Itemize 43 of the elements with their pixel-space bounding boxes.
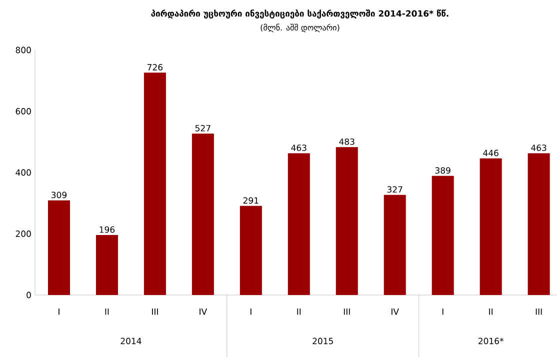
data-label: 309	[52, 192, 67, 198]
x-tick-label: III	[344, 308, 350, 315]
bar	[240, 206, 262, 295]
text: 2015	[312, 338, 333, 344]
bar	[336, 147, 358, 295]
bar	[192, 134, 214, 295]
x-tick-label: IV	[392, 308, 399, 315]
x-tick-label: II	[489, 308, 493, 315]
y-tick-label: 400	[16, 169, 31, 176]
y-tick-label: 800	[16, 46, 31, 54]
data-label: 463	[291, 144, 306, 152]
bar	[480, 158, 502, 295]
x-tick-label: II	[105, 308, 109, 315]
chart-subtitle: (მლნ. აშშ დოლარი)	[260, 24, 340, 32]
x-tick-label: III	[152, 308, 158, 315]
chart-title: პირდაპირი უცხოური ინვესტიციები საქართველოში 2014-2016* წწ.	[151, 9, 448, 19]
y-tick-label: 0	[26, 292, 31, 298]
y-tick-label: 200	[16, 230, 31, 237]
bar	[432, 176, 454, 295]
data-label: 726	[148, 64, 163, 70]
bar	[528, 153, 550, 295]
data-label: 446	[483, 150, 498, 156]
text: 2016*	[478, 338, 504, 344]
x-tick-label: III	[536, 308, 542, 315]
data-label: 291	[243, 197, 258, 204]
x-tick-label: II	[297, 308, 301, 315]
data-label: 196	[100, 226, 115, 233]
data-label: 327	[387, 186, 402, 193]
bar	[288, 153, 310, 295]
x-tick-label: IV	[200, 308, 208, 315]
data-label: 389	[435, 167, 450, 174]
data-label: 527	[195, 124, 210, 132]
data-label: 483	[339, 138, 354, 145]
bar	[384, 194, 406, 295]
x-tick-label: I	[58, 308, 60, 315]
y-tick-label: 600	[16, 108, 31, 114]
text: 2014	[120, 338, 142, 344]
data-label: 463	[531, 144, 546, 152]
bar	[48, 200, 70, 295]
x-tick-label: I	[442, 308, 444, 315]
bar	[96, 234, 118, 295]
bar	[144, 72, 166, 295]
x-tick-label: I	[250, 308, 252, 315]
